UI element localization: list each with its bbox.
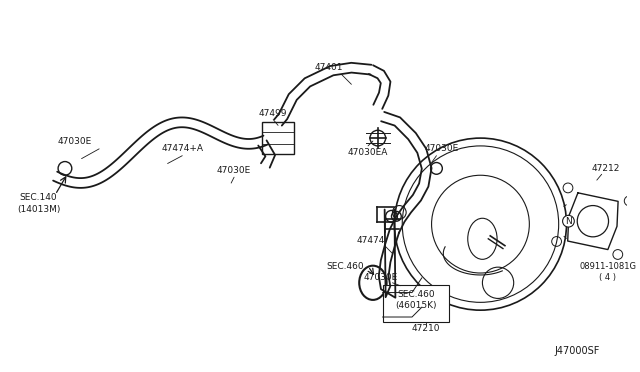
Text: 47401: 47401 (315, 63, 343, 72)
Text: SEC.460: SEC.460 (327, 262, 364, 271)
Text: 47474: 47474 (356, 236, 385, 245)
Text: SEC.140: SEC.140 (20, 193, 58, 202)
Text: SEC.460: SEC.460 (397, 290, 435, 299)
Text: 47474+A: 47474+A (161, 144, 204, 153)
Text: 47499: 47499 (259, 109, 287, 118)
Text: 08911-1081G: 08911-1081G (579, 262, 636, 271)
Text: 47212: 47212 (591, 164, 620, 173)
Text: 47030E: 47030E (424, 144, 458, 153)
Text: ( 4 ): ( 4 ) (599, 273, 616, 282)
Bar (383, 285, 449, 322)
Text: 47030EA: 47030EA (348, 148, 388, 157)
Text: J47000SF: J47000SF (554, 346, 600, 356)
Text: N: N (565, 217, 572, 226)
Text: 47030E: 47030E (364, 273, 398, 282)
Text: 47030E: 47030E (58, 137, 92, 145)
Text: 47210: 47210 (412, 324, 440, 333)
Text: 47030E: 47030E (217, 166, 252, 175)
Text: (14013M): (14013M) (17, 205, 60, 214)
Bar (262, 122, 294, 154)
Text: (46015K): (46015K) (395, 301, 436, 310)
